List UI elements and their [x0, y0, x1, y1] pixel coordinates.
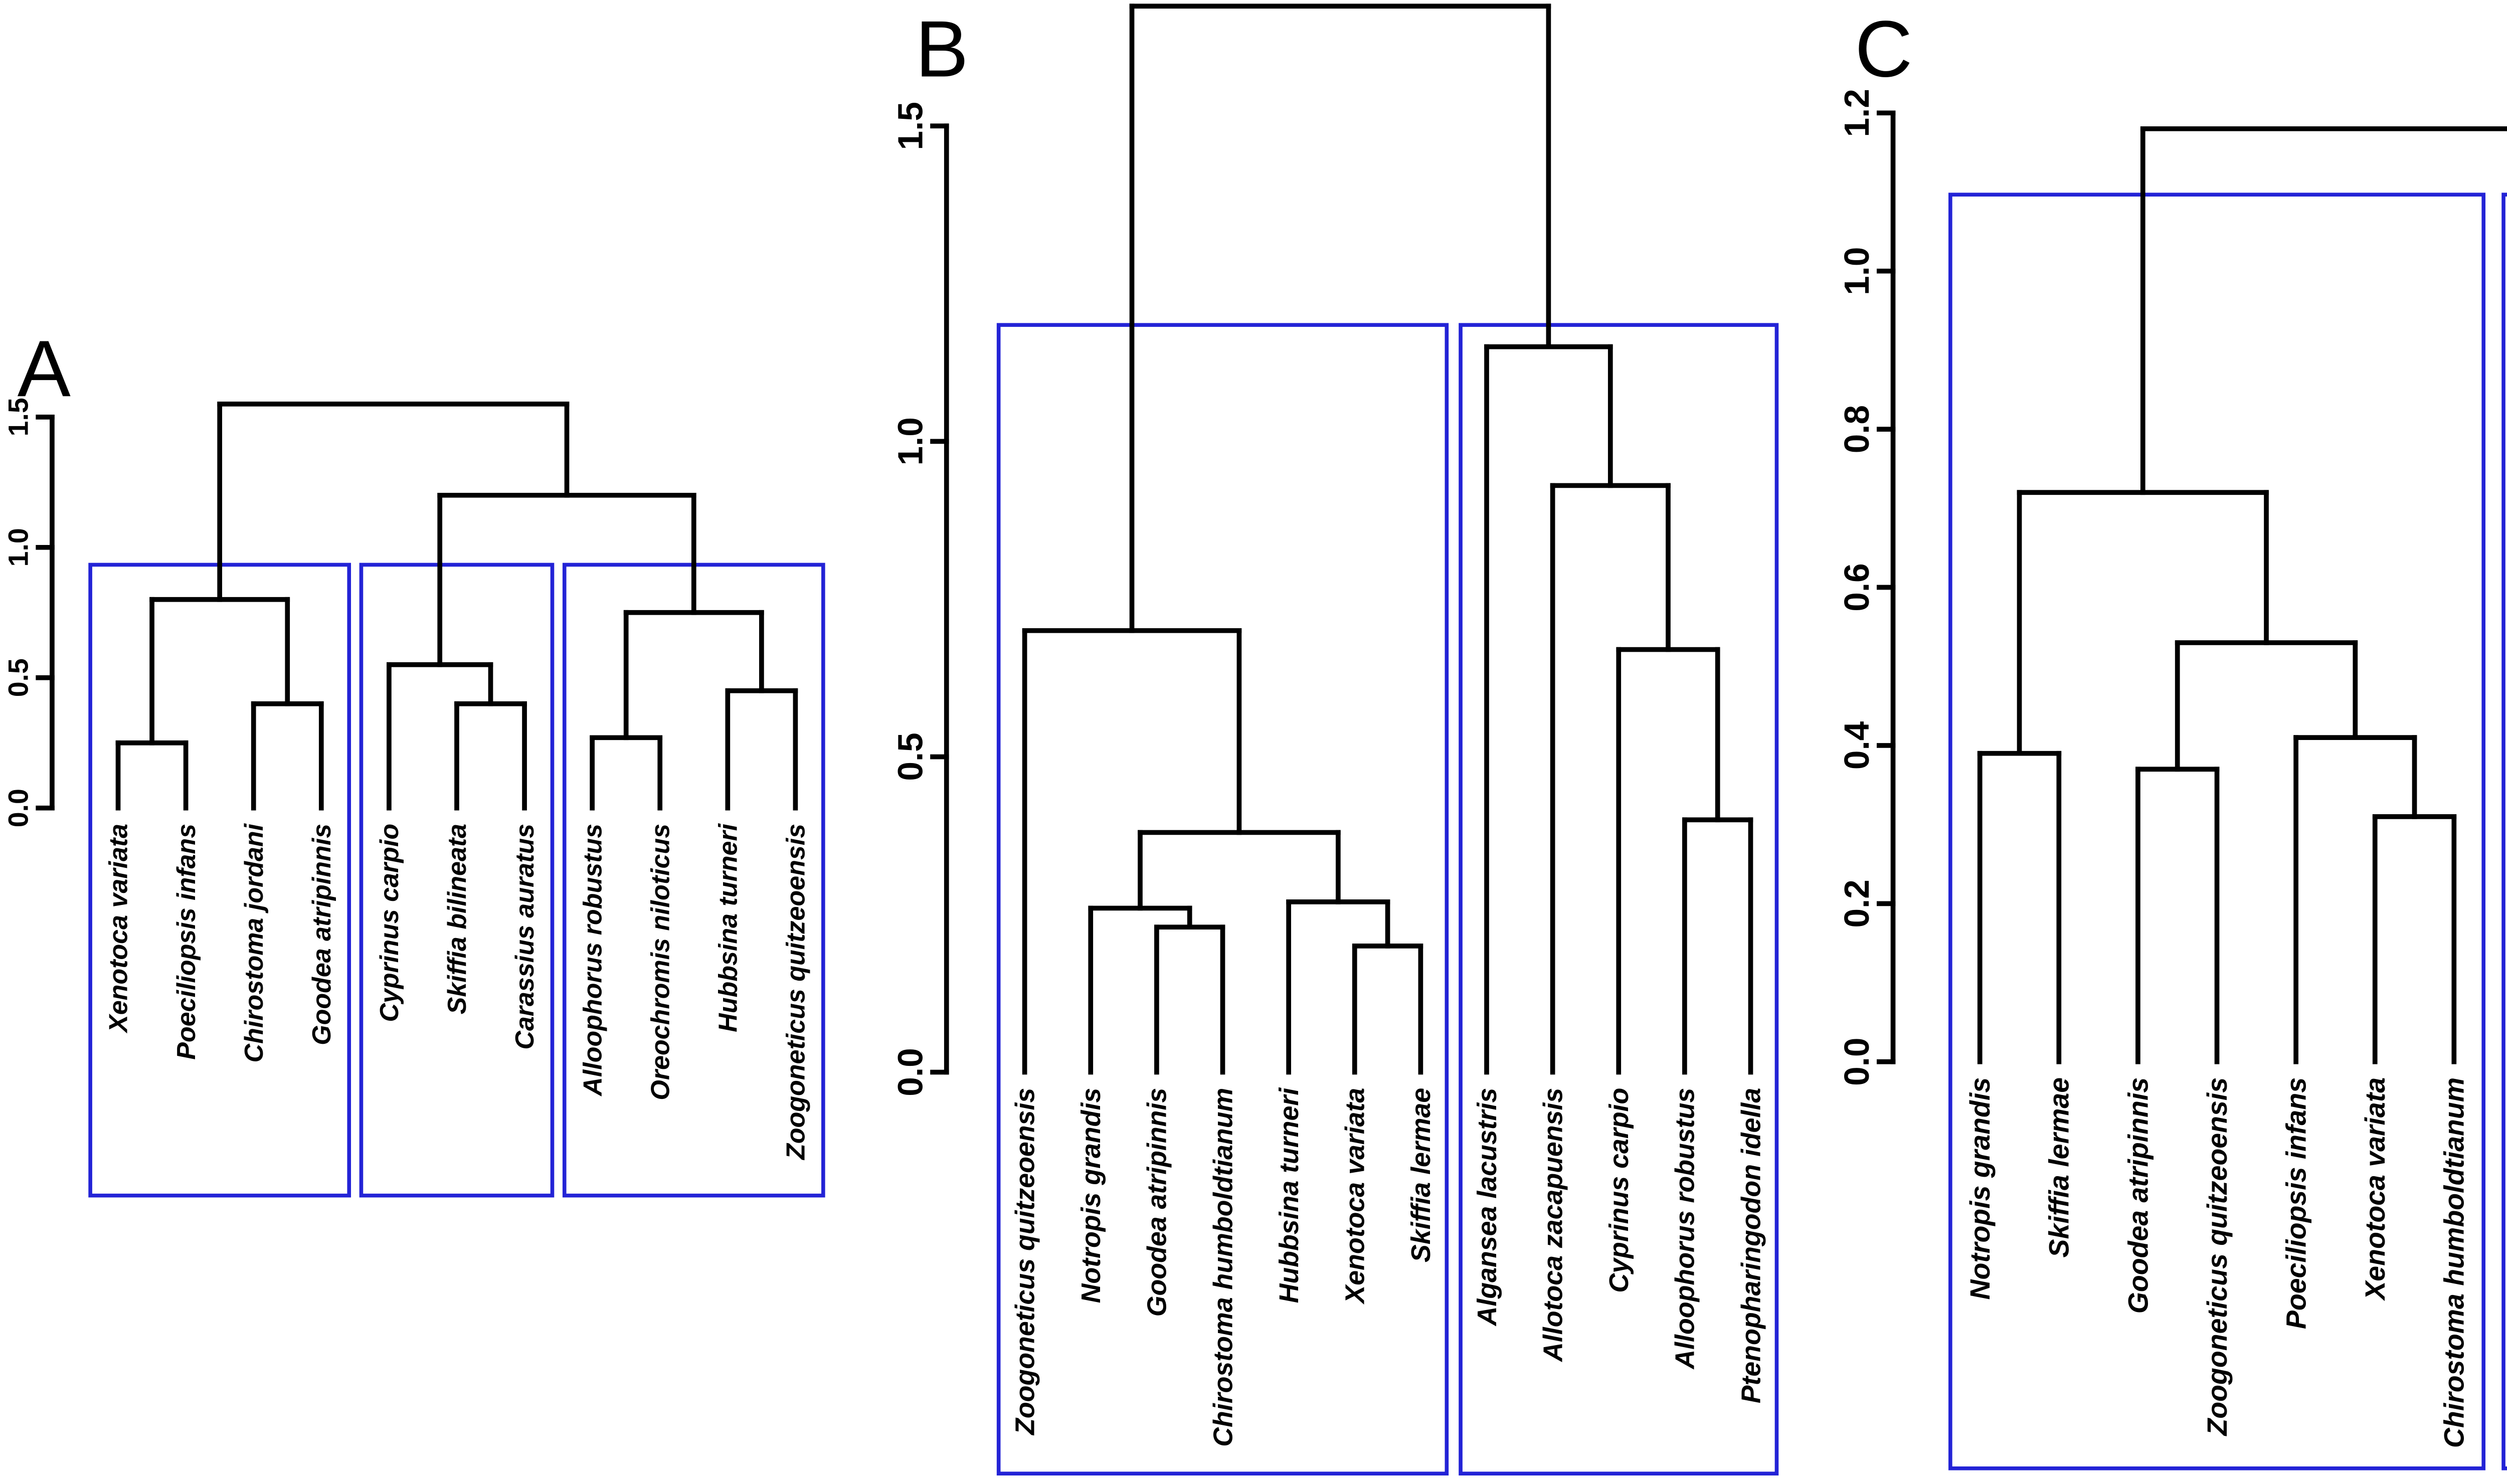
cluster-box	[359, 563, 555, 1198]
leaf-label: Poeciliopsis infans	[2281, 1077, 2312, 1329]
axis-tick-label: 0.5	[890, 732, 930, 781]
cluster-box	[1948, 193, 2486, 1470]
leaf-label: Notropis grandis	[1964, 1077, 1996, 1300]
axis-tick-label: 1.5	[890, 102, 930, 150]
leaf-label: Goodea atripinnis	[2122, 1077, 2154, 1314]
axis-tick-label: 1.0	[890, 417, 930, 465]
leaf-label: Zoogoneticus quitzeoensis	[2202, 1077, 2233, 1437]
panel-label: B	[915, 4, 968, 93]
axis-tick-label: 1.2	[1837, 89, 1876, 137]
leaf-label: Chirostoma humboldtianum	[1208, 1088, 1238, 1447]
leaf-label: Algansea lacustris	[1472, 1088, 1502, 1327]
panel-label: C	[1855, 4, 1912, 93]
leaf-label: Hubbsina turneri	[1274, 1087, 1304, 1304]
axis-tick-label: 0.0	[3, 789, 34, 827]
axis-tick-label: 0.4	[1837, 721, 1876, 770]
axis-tick-label: 0.0	[1837, 1038, 1876, 1086]
panel-c: 0.0 0.2 0.4 0.6 0.8 1.0 1.2 Notropis grandis Ski…	[1837, 4, 2507, 1470]
leaf-label: Goodea atripinnis	[1142, 1088, 1172, 1317]
leaf-label: Poeciliopsis infans	[172, 824, 201, 1060]
leaf-label: Xenotoca variata	[1340, 1088, 1370, 1305]
panel-b: 0.0 0.5 1.0 1.5 Zoogoneticus quitzeoensis Not…	[890, 4, 1779, 1476]
leaf-label: Cyprinus carpio	[375, 824, 404, 1022]
cluster-box	[1459, 323, 1779, 1476]
leaf-label: Chirostoma jordani	[240, 823, 269, 1062]
leaf-label: Goodea atripinnis	[307, 824, 336, 1045]
leaf-label: Hubbsina turneri	[714, 823, 743, 1032]
leaf-label: Xenotoca variata	[2360, 1077, 2391, 1302]
axis-tick-label: 0.2	[1837, 879, 1876, 928]
leaf-label: Alloophorus robustus	[578, 824, 607, 1097]
axis-tick-label: 0.8	[1837, 405, 1876, 453]
leaf-label: Skiffia bilineata	[443, 824, 472, 1014]
axis-tick-label: 1.0	[3, 528, 34, 567]
leaf-label: Carassius auratus	[510, 824, 540, 1050]
axis-tick-label: 1.5	[3, 398, 34, 436]
leaf-label: Xenotoca variata	[104, 824, 133, 1034]
leaf-label: Allotoca zacapuensis	[1538, 1088, 1568, 1363]
leaf-label: Ptenopharingodon idella	[1736, 1088, 1766, 1404]
axis-tick-label: 0.0	[890, 1048, 930, 1096]
cluster-box	[2501, 193, 2507, 1470]
cluster-box	[996, 323, 1449, 1476]
leaf-label: Oreochromis niloticus	[646, 824, 675, 1100]
axis-tick-label: 0.5	[3, 658, 34, 697]
leaf-label: Notropis grandis	[1076, 1088, 1106, 1304]
axis-tick-label: 0.6	[1837, 563, 1876, 611]
leaf-label: Skiffia lermae	[2044, 1077, 2075, 1258]
leaf-label: Cyprinus carpio	[1604, 1088, 1634, 1293]
leaf-label: Zoogoneticus quitzeoensis	[1010, 1088, 1040, 1436]
leaf-label: Chirostoma humboldtianum	[2439, 1077, 2470, 1448]
panel-label: A	[18, 324, 71, 413]
panel-a: 0.0 0.5 1.0 1.5 Xenotoca variata Poeciliopsis…	[3, 324, 825, 1198]
leaf-label: Zoogoneticus quitzeoensis	[782, 824, 811, 1161]
leaf-label: Skiffia lermae	[1406, 1088, 1436, 1262]
axis-tick-label: 1.0	[1837, 247, 1876, 295]
leaf-label: Alloophorus robustus	[1670, 1088, 1700, 1370]
